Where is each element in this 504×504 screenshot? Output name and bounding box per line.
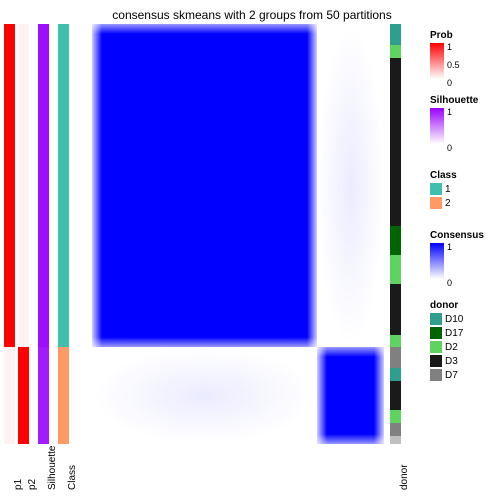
axis-label: Silhouette xyxy=(47,446,58,490)
page-title: consensus skmeans with 2 groups from 50 … xyxy=(0,8,504,22)
legend-prob: Prob10.50 xyxy=(430,30,460,97)
axis-label: donor xyxy=(399,464,410,490)
consensus-heatmap xyxy=(92,24,384,444)
legend-consensus: Consensus10 xyxy=(430,230,484,297)
axis-label: p1 xyxy=(13,479,24,490)
p2-annotation xyxy=(18,24,29,444)
p1-annotation xyxy=(4,24,15,444)
legend-silhouette: Silhouette10 xyxy=(430,95,478,162)
legend-donor: donorD10D17D2D3D7 xyxy=(430,300,463,383)
axis-label: Class xyxy=(67,465,78,490)
donor-annotation xyxy=(390,24,401,444)
silhouette-annotation xyxy=(38,24,49,444)
legend-class: Class12 xyxy=(430,170,457,211)
class-annotation xyxy=(58,24,69,444)
axis-label: p2 xyxy=(27,479,38,490)
